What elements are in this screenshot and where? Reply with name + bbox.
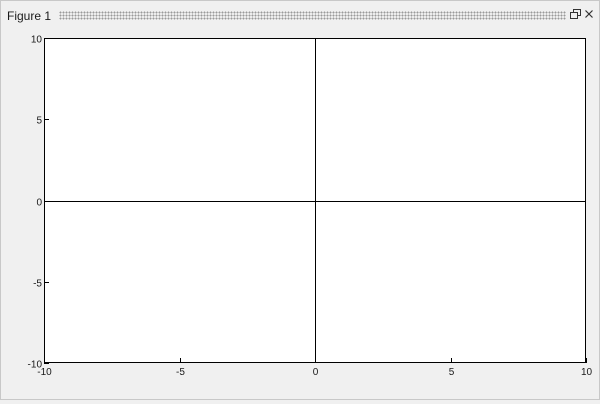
axis-tick-labels: -10 -5 0 5 10 10 5 0 -5 -10 xyxy=(28,35,593,379)
x-tick-label: 0 xyxy=(313,367,319,378)
x-tick-label: 10 xyxy=(581,367,593,378)
y-tick-label: -5 xyxy=(33,279,42,290)
y-tick-label: -10 xyxy=(28,360,43,371)
y-tick-label: 0 xyxy=(36,198,42,209)
axes-border xyxy=(44,38,586,363)
x-tick-label: -5 xyxy=(176,367,185,378)
close-icon-glyph xyxy=(585,10,593,18)
figure-title: Figure 1 xyxy=(7,9,52,23)
undock-icon-glyph xyxy=(569,9,581,19)
titlebar-drag-grip[interactable] xyxy=(59,11,566,20)
figure-titlebar[interactable]: Figure 1 xyxy=(1,1,599,31)
chart-canvas[interactable]: -10 -5 0 5 10 10 5 0 -5 -10 xyxy=(1,31,599,399)
crosshair-lines xyxy=(44,38,586,363)
x-tick-label: -10 xyxy=(37,367,52,378)
y-tick-label: 10 xyxy=(31,35,43,46)
close-icon[interactable] xyxy=(583,9,595,21)
x-tick-label: 5 xyxy=(449,367,455,378)
y-tick-label: 5 xyxy=(36,116,42,127)
plot-panel: -10 -5 0 5 10 10 5 0 -5 -10 xyxy=(1,31,599,399)
undock-icon[interactable] xyxy=(569,9,581,21)
